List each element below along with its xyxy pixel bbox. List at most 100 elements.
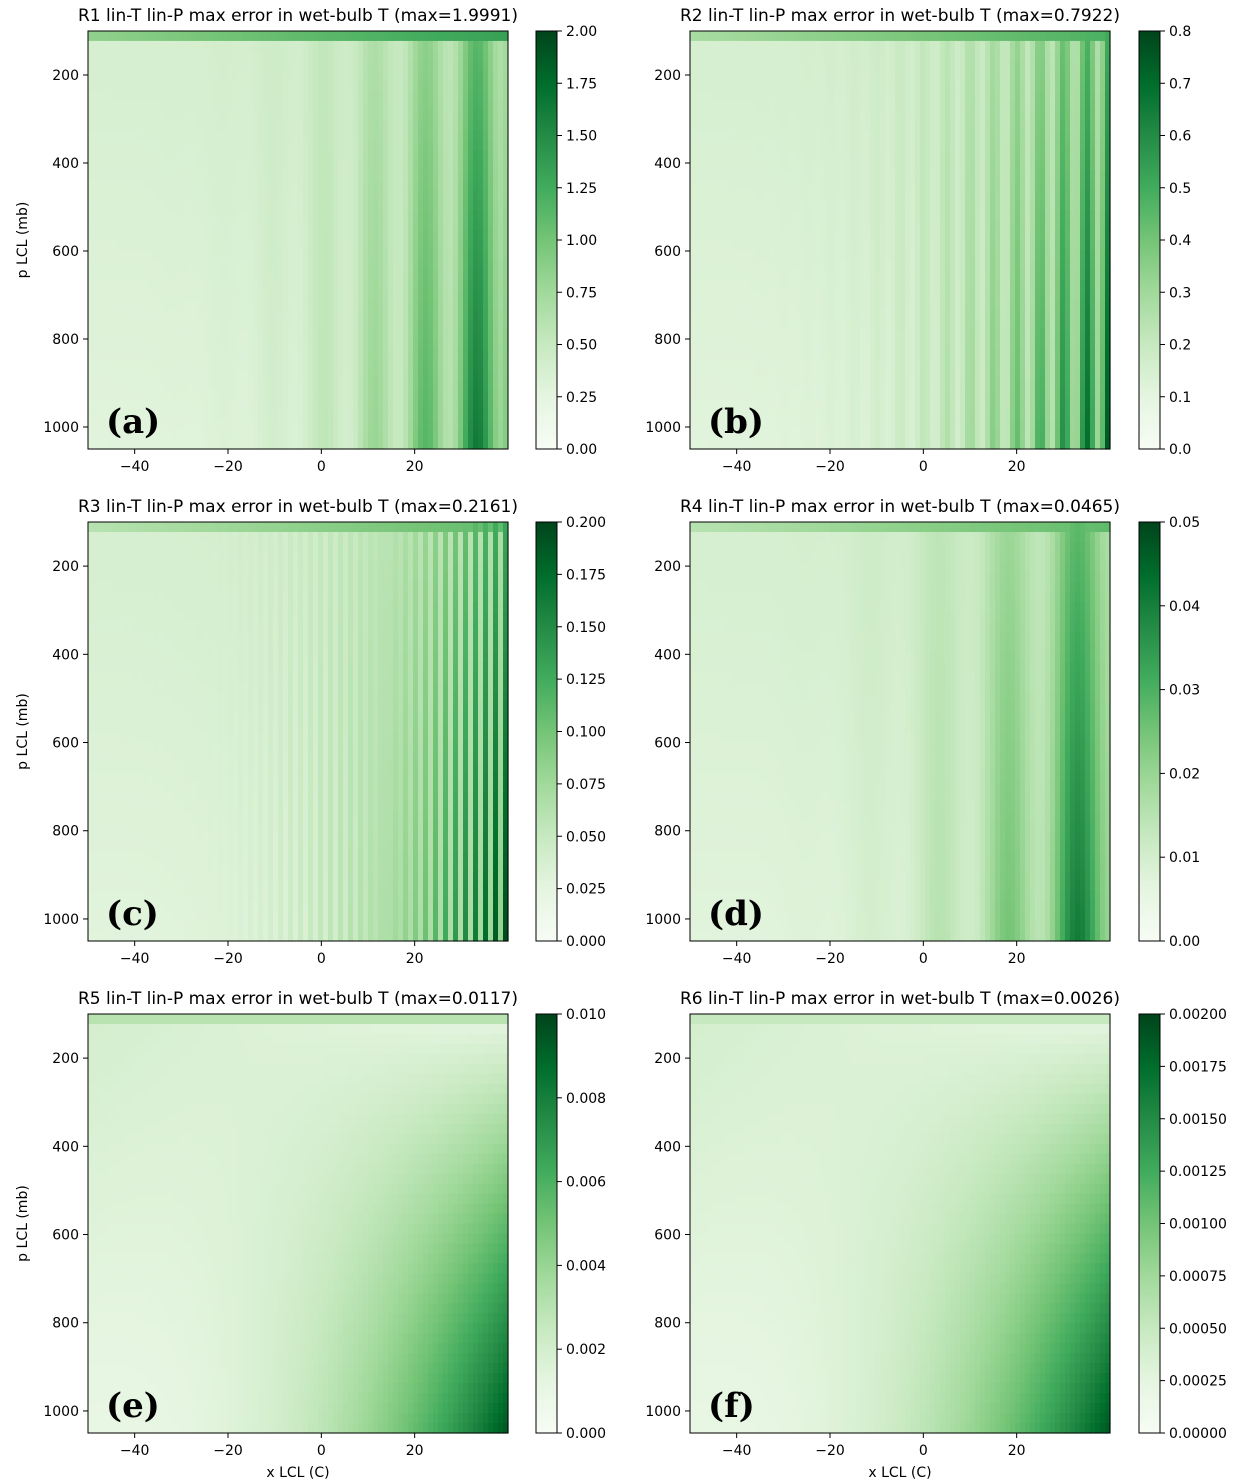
heatmap-cell bbox=[423, 100, 429, 112]
heatmap-cell bbox=[113, 130, 119, 142]
heatmap-cell bbox=[373, 31, 379, 42]
heatmap-cell bbox=[810, 110, 816, 122]
heatmap-cell bbox=[98, 80, 104, 92]
heatmap-cell bbox=[288, 220, 294, 231]
heatmap-cell bbox=[960, 70, 966, 82]
heatmap-cell bbox=[970, 100, 976, 112]
heatmap-cell bbox=[93, 349, 99, 361]
heatmap-cell bbox=[338, 150, 344, 161]
heatmap-cell bbox=[363, 359, 369, 370]
heatmap-cell bbox=[710, 40, 716, 52]
heatmap-cell bbox=[433, 369, 439, 380]
heatmap-cell bbox=[233, 240, 239, 251]
heatmap-cell bbox=[740, 170, 746, 181]
heatmap-cell bbox=[153, 60, 159, 72]
heatmap-cell bbox=[1055, 90, 1061, 102]
heatmap-cell bbox=[253, 299, 259, 311]
heatmap-cell bbox=[333, 120, 339, 132]
heatmap-cell bbox=[1010, 120, 1016, 132]
heatmap-cell bbox=[458, 289, 464, 301]
heatmap-cell bbox=[765, 80, 771, 92]
heatmap-cell bbox=[498, 240, 504, 251]
heatmap-cell bbox=[398, 100, 404, 112]
heatmap-cell bbox=[103, 319, 109, 331]
heatmap-cell bbox=[393, 80, 399, 92]
heatmap-cell bbox=[268, 220, 274, 231]
heatmap-cell bbox=[198, 130, 204, 142]
heatmap-cell bbox=[228, 369, 234, 380]
heatmap-cell bbox=[690, 80, 696, 92]
heatmap-cell bbox=[203, 170, 209, 181]
heatmap-cell bbox=[243, 369, 249, 380]
heatmap-cell bbox=[1070, 80, 1076, 92]
heatmap-cell bbox=[113, 379, 119, 390]
heatmap-cell bbox=[438, 100, 444, 112]
heatmap-cell bbox=[118, 40, 124, 52]
heatmap-cell bbox=[128, 299, 134, 311]
heatmap-cell bbox=[343, 439, 349, 450]
heatmap-cell bbox=[358, 409, 364, 420]
heatmap-cell bbox=[438, 399, 444, 410]
heatmap-cell bbox=[438, 170, 444, 181]
heatmap-cell bbox=[930, 80, 936, 92]
heatmap-cell bbox=[975, 120, 981, 132]
heatmap-cell bbox=[168, 40, 174, 52]
heatmap-cell bbox=[208, 259, 214, 271]
heatmap-cell bbox=[308, 230, 314, 241]
heatmap-cell bbox=[478, 50, 484, 62]
heatmap-cell bbox=[328, 329, 334, 341]
heatmap-cell bbox=[695, 60, 701, 72]
heatmap-cell bbox=[1050, 190, 1056, 201]
heatmap-cell bbox=[1005, 190, 1011, 201]
heatmap-cell bbox=[333, 200, 339, 211]
heatmap-cell bbox=[995, 70, 1001, 82]
heatmap-cell bbox=[223, 180, 229, 191]
heatmap-cell bbox=[223, 279, 229, 291]
heatmap-cell bbox=[840, 190, 846, 201]
heatmap-cell bbox=[945, 110, 951, 122]
heatmap-cell bbox=[208, 40, 214, 52]
plot-frame bbox=[87, 30, 509, 450]
heatmap-cell bbox=[458, 60, 464, 72]
heatmap-cell bbox=[700, 140, 706, 152]
heatmap-cell bbox=[283, 249, 289, 261]
heatmap-cell bbox=[890, 70, 896, 82]
heatmap-cell bbox=[203, 389, 209, 400]
heatmap-cell bbox=[373, 329, 379, 341]
heatmap-cell bbox=[468, 150, 474, 161]
heatmap-cell bbox=[890, 31, 896, 42]
heatmap-cell bbox=[193, 269, 199, 281]
heatmap-cell bbox=[785, 170, 791, 181]
heatmap-cell bbox=[233, 200, 239, 211]
heatmap-cell bbox=[363, 70, 369, 82]
heatmap-cell bbox=[323, 60, 329, 72]
heatmap-cell bbox=[178, 299, 184, 311]
heatmap-cell bbox=[428, 439, 434, 450]
heatmap-cell bbox=[483, 150, 489, 161]
heatmap-cell bbox=[493, 399, 499, 410]
heatmap-cell bbox=[263, 170, 269, 181]
heatmap-cell bbox=[373, 60, 379, 72]
heatmap-cell bbox=[453, 319, 459, 331]
heatmap-cell bbox=[378, 40, 384, 52]
heatmap-cell bbox=[128, 289, 134, 301]
heatmap-cell bbox=[950, 80, 956, 92]
heatmap-cell bbox=[443, 269, 449, 281]
heatmap-cell bbox=[348, 249, 354, 261]
heatmap-cell bbox=[273, 160, 279, 171]
heatmap-cell bbox=[383, 190, 389, 201]
heatmap-cell bbox=[168, 60, 174, 72]
heatmap-cell bbox=[458, 220, 464, 231]
heatmap-cell bbox=[313, 349, 319, 361]
heatmap-cell bbox=[815, 170, 821, 181]
heatmap-cell bbox=[168, 90, 174, 102]
heatmap-cell bbox=[198, 180, 204, 191]
heatmap-cell bbox=[383, 399, 389, 410]
heatmap-cell bbox=[143, 120, 149, 132]
heatmap-cell bbox=[1105, 80, 1111, 92]
heatmap-cell bbox=[498, 429, 504, 440]
heatmap-cell bbox=[378, 190, 384, 201]
heatmap-cell bbox=[378, 200, 384, 211]
heatmap-cell bbox=[890, 120, 896, 132]
heatmap-cell bbox=[745, 70, 751, 82]
